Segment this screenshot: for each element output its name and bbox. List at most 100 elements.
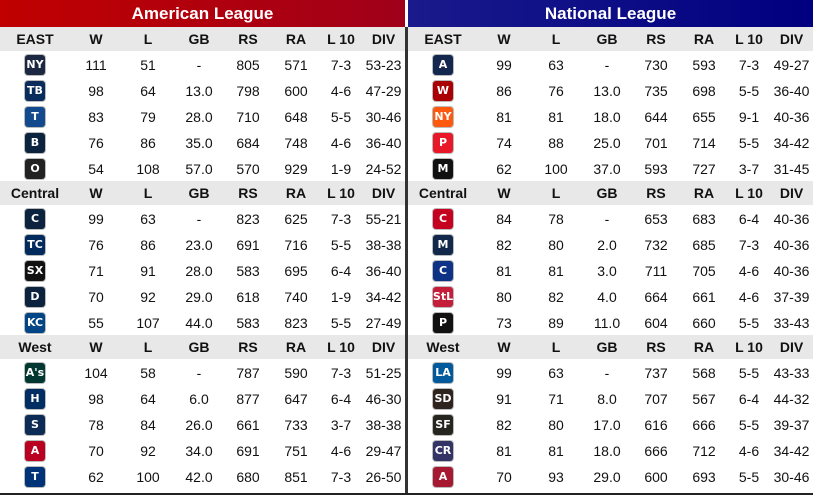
team-losses: 100 — [544, 161, 568, 177]
team-row[interactable]: SF 82 80 17.0 616 666 5-5 39-37 — [408, 411, 813, 437]
team-row[interactable]: S 78 84 26.0 661 733 3-7 38-38 — [0, 411, 405, 437]
team-wins: 99 — [496, 57, 512, 73]
team-wins: 81 — [496, 263, 512, 279]
team-row[interactable]: A 70 93 29.0 600 693 5-5 30-46 — [408, 463, 813, 489]
orioles-logo-icon: O — [25, 158, 45, 179]
team-row[interactable]: CR 81 81 18.0 666 712 4-6 34-42 — [408, 437, 813, 463]
dodgers-logo-icon: LA — [433, 362, 453, 383]
padres-logo-icon: SD — [433, 388, 453, 409]
team-losses: 64 — [140, 83, 156, 99]
team-row[interactable]: KC 55 107 44.0 583 823 5-5 27-49 — [0, 309, 405, 335]
team-row[interactable]: A 70 92 34.0 691 751 4-6 29-47 — [0, 437, 405, 463]
team-logo-cell: D — [0, 284, 70, 309]
national-league-banner: National League — [408, 0, 813, 27]
team-row[interactable]: C 84 78 - 653 683 6-4 40-36 — [408, 205, 813, 231]
team-row[interactable]: P 73 89 11.0 604 660 5-5 33-43 — [408, 309, 813, 335]
team-row[interactable]: B 76 86 35.0 684 748 4-6 36-40 — [0, 129, 405, 155]
division-name: West — [18, 339, 52, 355]
team-division-record: 36-40 — [365, 263, 402, 279]
team-division-record: 34-42 — [365, 289, 402, 305]
cardinals-logo-icon: StL — [433, 286, 453, 307]
column-header-runs-scored: RS — [238, 185, 258, 201]
astros-logo-icon: H — [25, 388, 45, 409]
team-division-record: 44-32 — [773, 391, 810, 407]
team-logo-cell: C — [408, 258, 478, 283]
team-division-record: 38-38 — [365, 237, 402, 253]
team-row[interactable]: LA 99 63 - 737 568 5-5 43-33 — [408, 359, 813, 385]
division-west: West W L GB RS RA L 10 DIV A's 104 58 - 787 590 7-3 51-… — [0, 335, 405, 489]
team-runs-allowed: 661 — [692, 289, 716, 305]
team-runs-scored: 616 — [644, 417, 668, 433]
team-losses: 78 — [548, 211, 564, 227]
team-row[interactable]: SD 91 71 8.0 707 567 6-4 44-32 — [408, 385, 813, 411]
team-losses: 86 — [140, 135, 156, 151]
team-last-10: 9-1 — [738, 109, 760, 125]
team-wins: 86 — [496, 83, 512, 99]
division-header: Central W L GB RS RA L 10 DIV — [408, 181, 813, 205]
division-header: EAST W L GB RS RA L 10 DIV — [408, 27, 813, 51]
team-wins: 91 — [496, 391, 512, 407]
team-runs-scored: 583 — [236, 315, 260, 331]
team-games-back: - — [604, 365, 610, 381]
team-row[interactable]: NY 111 51 - 805 571 7-3 53-23 — [0, 51, 405, 77]
column-header-last-10: L 10 — [327, 339, 355, 355]
team-games-back: - — [604, 211, 610, 227]
column-header-runs-scored: RS — [238, 339, 258, 355]
team-row[interactable]: M 62 100 37.0 593 727 3-7 31-45 — [408, 155, 813, 181]
team-row[interactable]: StL 80 82 4.0 664 661 4-6 37-39 — [408, 283, 813, 309]
team-row[interactable]: M 82 80 2.0 732 685 7-3 40-36 — [408, 231, 813, 257]
team-last-10: 4-6 — [330, 83, 352, 99]
column-header-wins: W — [497, 185, 511, 201]
team-wins: 71 — [88, 263, 104, 279]
column-header-runs-allowed: RA — [285, 31, 307, 47]
team-division-record: 33-43 — [773, 315, 810, 331]
team-division-record: 30-46 — [365, 109, 402, 125]
red-sox-logo-icon: B — [25, 132, 45, 153]
team-row[interactable]: SX 71 91 28.0 583 695 6-4 36-40 — [0, 257, 405, 283]
team-wins: 78 — [88, 417, 104, 433]
column-header-runs-scored: RS — [646, 31, 666, 47]
team-row[interactable]: W 86 76 13.0 735 698 5-5 36-40 — [408, 77, 813, 103]
team-row[interactable]: TB 98 64 13.0 798 600 4-6 47-29 — [0, 77, 405, 103]
team-division-record: 40-36 — [773, 109, 810, 125]
team-wins: 55 — [88, 315, 104, 331]
team-last-10: 4-6 — [738, 263, 760, 279]
team-row[interactable]: D 70 92 29.0 618 740 1-9 34-42 — [0, 283, 405, 309]
team-runs-allowed: 683 — [692, 211, 716, 227]
division-name: Central — [10, 185, 60, 201]
column-header-runs-allowed: RA — [693, 185, 715, 201]
team-row[interactable]: A's 104 58 - 787 590 7-3 51-25 — [0, 359, 405, 385]
division-central: Central W L GB RS RA L 10 DIV C 99 63 - 823 625 7-3 55-… — [0, 181, 405, 335]
team-row[interactable]: P 74 88 25.0 701 714 5-5 34-42 — [408, 129, 813, 155]
league-divider — [405, 27, 408, 495]
team-games-back: - — [196, 57, 202, 73]
team-row[interactable]: TC 76 86 23.0 691 716 5-5 38-38 — [0, 231, 405, 257]
team-row[interactable]: NY 81 81 18.0 644 655 9-1 40-36 — [408, 103, 813, 129]
team-runs-allowed: 660 — [692, 315, 716, 331]
team-row[interactable]: O 54 108 57.0 570 929 1-9 24-52 — [0, 155, 405, 181]
team-games-back: 26.0 — [185, 417, 213, 433]
team-row[interactable]: H 98 64 6.0 877 647 6-4 46-30 — [0, 385, 405, 411]
team-last-10: 5-5 — [738, 135, 760, 151]
team-division-record: 51-25 — [365, 365, 402, 381]
team-division-record: 55-21 — [365, 211, 402, 227]
team-logo-cell: SD — [408, 386, 478, 411]
column-header-losses: L — [551, 31, 561, 47]
team-losses: 51 — [140, 57, 156, 73]
team-runs-allowed: 693 — [692, 469, 716, 485]
american-league-table: EAST W L GB RS RA L 10 DIV NY 111 51 - 805 571 7-3 53-2… — [0, 27, 405, 489]
team-row[interactable]: T 62 100 42.0 680 851 7-3 26-50 — [0, 463, 405, 489]
team-games-back: 25.0 — [593, 135, 621, 151]
team-games-back: - — [196, 365, 202, 381]
team-row[interactable]: C 81 81 3.0 711 705 4-6 40-36 — [408, 257, 813, 283]
team-losses: 79 — [140, 109, 156, 125]
team-wins: 99 — [88, 211, 104, 227]
team-row[interactable]: A 99 63 - 730 593 7-3 49-27 — [408, 51, 813, 77]
team-runs-scored: 737 — [644, 365, 668, 381]
team-row[interactable]: T 83 79 28.0 710 648 5-5 30-46 — [0, 103, 405, 129]
team-last-10: 6-4 — [330, 263, 352, 279]
team-runs-allowed: 748 — [284, 135, 308, 151]
team-games-back: 23.0 — [185, 237, 213, 253]
team-games-back: - — [604, 57, 610, 73]
team-row[interactable]: C 99 63 - 823 625 7-3 55-21 — [0, 205, 405, 231]
